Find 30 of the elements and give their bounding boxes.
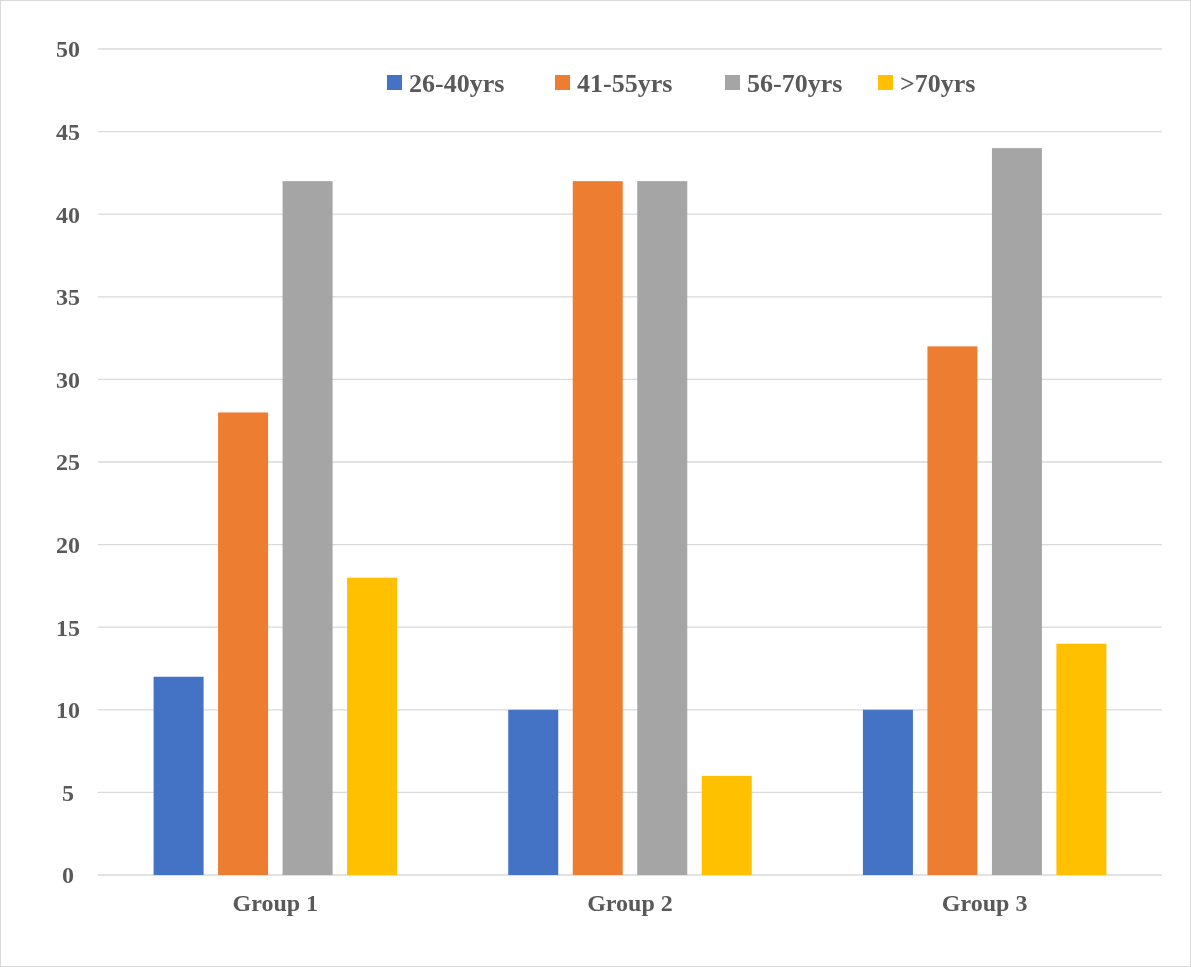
y-tick-label: 15 <box>56 614 80 641</box>
x-tick-label: Group 2 <box>587 890 673 916</box>
y-tick-label: 0 <box>62 862 74 889</box>
bar <box>153 676 204 875</box>
y-tick-label: 25 <box>56 449 80 476</box>
bar <box>701 775 752 875</box>
bar <box>862 709 913 875</box>
legend-label: >70yrs <box>900 69 976 99</box>
bar <box>347 577 398 875</box>
y-tick-label: 20 <box>56 532 80 558</box>
bar <box>282 181 333 875</box>
y-tick-label: 30 <box>56 366 80 393</box>
y-tick-label: 50 <box>56 36 80 63</box>
y-tick-label: 35 <box>56 284 80 311</box>
y-tick-label: 45 <box>56 119 80 145</box>
y-tick-label: 10 <box>56 697 80 724</box>
legend-label: 26-40yrs <box>409 69 505 99</box>
bar <box>218 412 269 875</box>
legend-label: 41-55yrs <box>577 69 673 99</box>
x-tick-label: Group 3 <box>941 890 1028 916</box>
x-tick-label: Group 1 <box>232 890 319 916</box>
bar <box>927 346 978 875</box>
legend-label: 56-70yrs <box>747 69 843 99</box>
bar <box>991 148 1042 875</box>
bar <box>572 181 623 875</box>
bar <box>508 709 559 875</box>
y-tick-label: 5 <box>62 779 74 806</box>
bar <box>637 181 688 875</box>
bar <box>1056 643 1107 875</box>
y-tick-label: 40 <box>56 201 80 228</box>
